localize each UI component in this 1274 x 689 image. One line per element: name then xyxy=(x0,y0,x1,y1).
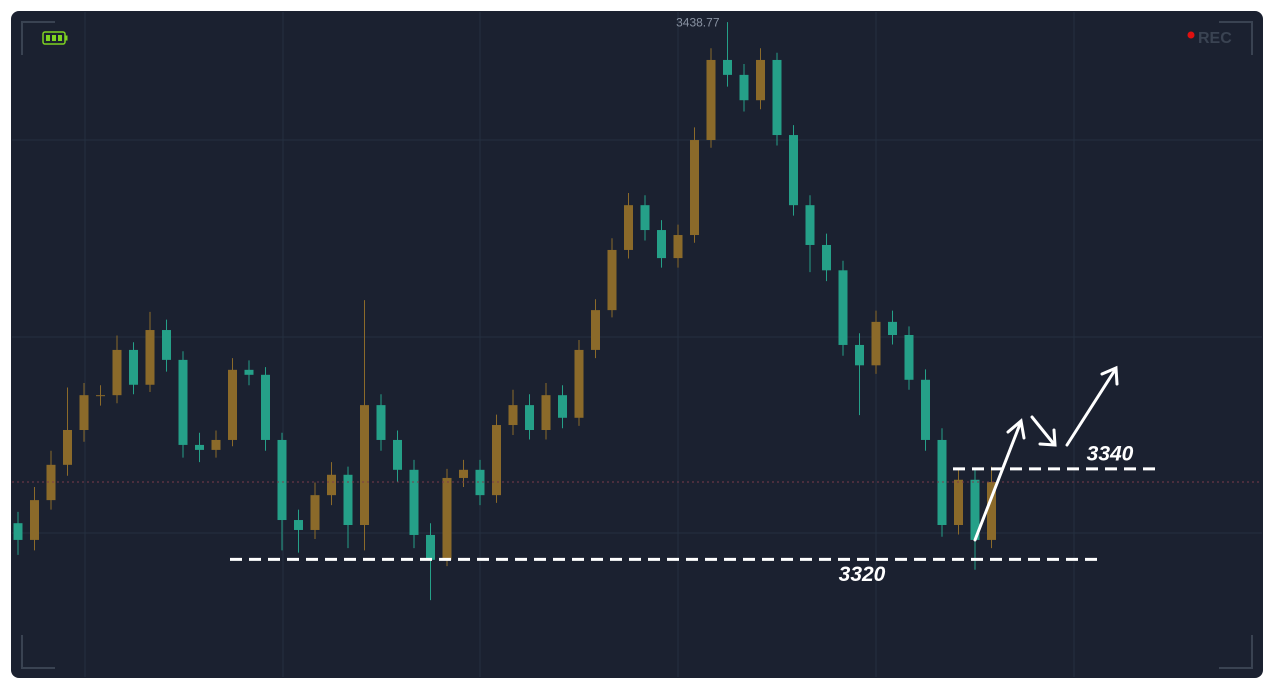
candle-body xyxy=(690,140,699,236)
candle-body xyxy=(277,439,287,521)
candle-body xyxy=(607,249,617,311)
candles: 3438.77 xyxy=(12,15,1262,601)
candle-body xyxy=(327,474,336,496)
candle-body xyxy=(459,469,468,478)
candle-body xyxy=(228,369,237,440)
candle-body xyxy=(79,395,89,430)
candle-body xyxy=(178,359,188,445)
candle-body xyxy=(376,405,386,440)
candle-body xyxy=(657,230,666,259)
candle-body xyxy=(904,335,914,380)
candle-body xyxy=(822,244,831,271)
candle-body xyxy=(294,520,303,530)
candle-body xyxy=(789,135,798,206)
arrow xyxy=(1065,368,1117,447)
candle-body xyxy=(475,469,485,496)
battery-icon xyxy=(42,31,68,45)
arrows xyxy=(973,365,1119,542)
candle-body xyxy=(393,439,402,470)
candle-body xyxy=(508,405,518,426)
battery-cell xyxy=(52,35,56,41)
candle-body xyxy=(96,395,105,397)
candle-body xyxy=(525,405,534,430)
candle-body xyxy=(888,321,897,335)
candle-body xyxy=(46,464,56,501)
candle-body xyxy=(145,330,155,385)
high-label: 3438.77 xyxy=(676,15,720,29)
candle-body xyxy=(673,235,683,259)
candle-body xyxy=(805,205,815,245)
corner-bracket xyxy=(1219,635,1253,669)
candle-body xyxy=(442,477,452,560)
arrow xyxy=(973,422,1022,542)
arrow-head xyxy=(1006,418,1026,440)
candle-body xyxy=(112,349,122,396)
candle-body xyxy=(558,395,567,418)
chart-panel xyxy=(11,11,1263,678)
candle-body xyxy=(63,430,72,465)
level-label: 3320 xyxy=(839,563,886,586)
arrow-head xyxy=(1038,428,1057,447)
battery-cell xyxy=(58,35,62,41)
candle-body xyxy=(756,59,765,101)
candle-body xyxy=(970,479,980,540)
candle-body xyxy=(360,405,369,525)
candle-body xyxy=(574,349,584,418)
candle-body xyxy=(739,74,749,101)
corner-bracket xyxy=(21,21,55,55)
rec-label: REC xyxy=(1198,30,1232,47)
candle-body xyxy=(921,379,930,440)
arrow-head xyxy=(1100,365,1119,386)
candle-body xyxy=(261,374,270,440)
corner-brackets xyxy=(21,21,1253,669)
candle-body xyxy=(343,474,353,525)
candle-body xyxy=(426,534,435,560)
candle-body xyxy=(772,59,782,136)
candle-body xyxy=(541,395,551,430)
candle-body xyxy=(640,205,650,231)
candle-body xyxy=(838,270,848,345)
candle-body xyxy=(409,469,419,535)
candle-body xyxy=(162,330,171,360)
corner-bracket xyxy=(1219,21,1253,55)
candle-body xyxy=(211,439,221,450)
candle-body xyxy=(591,310,600,350)
candle-body xyxy=(13,523,23,540)
candle-body xyxy=(195,444,204,450)
level-label: 3340 xyxy=(1087,442,1134,465)
candle-body xyxy=(129,349,138,385)
candle-body xyxy=(871,321,881,366)
candle-body xyxy=(492,425,501,496)
candle-body xyxy=(310,495,320,530)
candle-body xyxy=(855,344,864,366)
candle-body xyxy=(30,500,39,540)
annotations: 3340 3320 xyxy=(230,365,1155,586)
rec-dot xyxy=(1187,31,1195,39)
candle-body xyxy=(624,205,633,250)
arrow xyxy=(1030,415,1055,445)
candle-body xyxy=(987,482,996,540)
candle-body xyxy=(954,479,963,525)
candle-body xyxy=(723,59,732,75)
battery-tip xyxy=(65,35,68,41)
battery-cell xyxy=(46,35,50,41)
candle-body xyxy=(244,369,254,375)
corner-bracket xyxy=(21,635,55,669)
candle-body xyxy=(706,59,716,141)
